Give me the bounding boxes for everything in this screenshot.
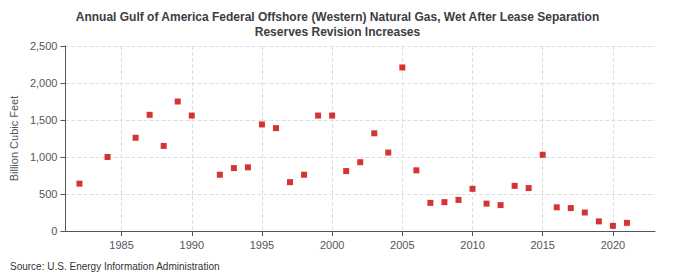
svg-text:Billion Cubic Feet: Billion Cubic Feet — [8, 96, 20, 182]
svg-text:1,500: 1,500 — [30, 114, 58, 126]
svg-text:1985: 1985 — [109, 239, 133, 251]
svg-text:2020: 2020 — [601, 239, 625, 251]
svg-text:Source: U.S. Energy Informatio: Source: U.S. Energy Information Administ… — [10, 261, 220, 272]
svg-text:2010: 2010 — [460, 239, 484, 251]
svg-text:500: 500 — [39, 188, 57, 200]
svg-text:2000: 2000 — [320, 239, 344, 251]
svg-text:Reserves Revision Increases: Reserves Revision Increases — [255, 25, 421, 39]
svg-text:2,500: 2,500 — [30, 40, 58, 52]
svg-text:1,000: 1,000 — [30, 151, 58, 163]
svg-text:Annual Gulf of America Federal: Annual Gulf of America Federal Offshore … — [76, 10, 599, 24]
svg-text:2015: 2015 — [530, 239, 554, 251]
svg-text:1990: 1990 — [180, 239, 204, 251]
svg-text:0: 0 — [51, 225, 57, 237]
svg-text:2005: 2005 — [390, 239, 414, 251]
svg-text:1995: 1995 — [250, 239, 274, 251]
svg-text:2,000: 2,000 — [30, 77, 58, 89]
